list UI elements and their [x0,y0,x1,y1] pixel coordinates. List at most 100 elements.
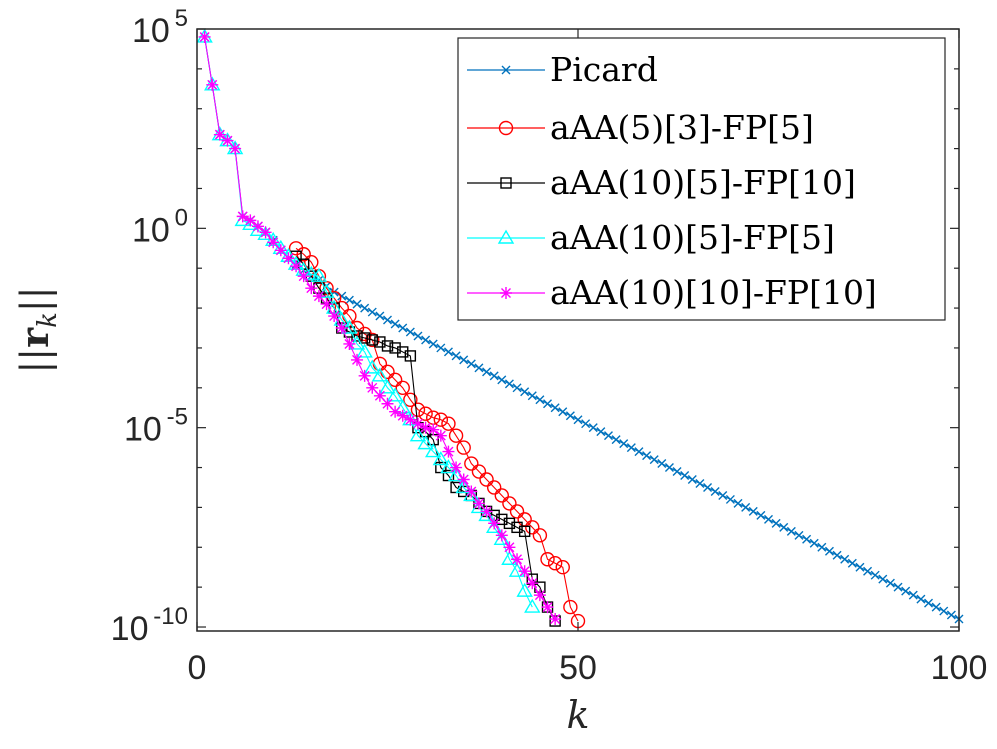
point-4-35 [465,485,478,498]
svg-text:||rk||: ||rk|| [12,286,63,373]
point-0-95 [924,598,934,608]
point-2-29 [511,521,523,534]
point-4-6 [244,214,257,227]
point-0-50 [581,419,591,429]
series-4 [198,30,562,626]
point-4-11 [282,252,295,265]
point-0-63 [680,471,690,481]
point-1-25 [479,472,494,487]
point-4-18 [335,322,348,335]
point-4-9 [267,236,280,249]
point-0-84 [840,554,850,564]
legend-label-0: Picard [550,50,658,89]
point-0-79 [802,534,812,544]
point-4-3 [221,134,234,147]
point-2-11 [374,336,386,348]
point-2-13 [389,342,401,354]
x-tick-label-0: 0 [188,649,207,687]
point-0-85 [847,558,857,568]
point-1-23 [464,456,479,471]
x-tick-label-1: 50 [559,649,597,687]
point-1-15 [403,392,418,407]
point-0-87 [863,566,873,576]
point-0-45 [543,399,553,409]
point-1-6 [334,300,349,316]
point-0-86 [855,562,865,572]
point-4-1 [206,78,219,91]
point-4-5 [236,210,249,223]
series-1 [288,241,586,629]
point-4-42 [518,565,531,578]
point-2-8 [351,330,363,342]
point-4-25 [389,405,402,418]
point-0-90 [885,578,895,588]
point-3-19 [341,319,358,334]
point-3-30 [425,443,442,458]
point-3-31 [432,451,450,466]
point-4-39 [495,529,508,542]
point-1-31 [525,520,540,535]
point-3-34 [455,479,472,494]
point-4-13 [297,270,310,283]
y-axis-label: ||rk|| [12,286,63,373]
point-0-33 [451,351,461,361]
point-4-10 [274,244,287,257]
point-0-81 [817,542,827,552]
point-4-19 [343,337,356,350]
point-0-80 [809,538,819,548]
point-2-14 [397,346,409,358]
point-0-68 [718,490,728,500]
point-0-22 [367,307,377,317]
point-0-78 [794,530,804,540]
point-1-19 [433,412,449,427]
point-0-19 [344,295,354,305]
point-4-23 [373,389,386,402]
point-0-52 [596,427,606,437]
point-0-41 [512,383,522,393]
point-3-29 [417,435,434,450]
point-4-26 [396,409,409,422]
point-2-12 [381,340,394,352]
legend-entry-1: aAA(5)[3]-FP[5] [467,108,814,147]
legend-entry-4: aAA(10)[10]-FP[10] [467,273,877,312]
point-3-20 [348,335,366,350]
point-0-82 [824,546,834,556]
point-4-22 [366,381,379,394]
point-0-66 [703,482,713,492]
point-0-28 [413,331,423,341]
point-0-88 [870,570,880,580]
point-0-97 [939,606,949,616]
legend-marker-3 [497,229,515,244]
point-1-13 [387,372,403,388]
point-4-14 [305,282,318,295]
legend-entry-0: Picard [467,50,658,89]
point-1-20 [441,416,456,431]
point-0-59 [649,455,659,465]
point-1-16 [410,402,426,417]
point-2-28 [503,517,516,530]
x-tick-label-2: 100 [931,649,988,687]
point-1-2 [304,255,319,270]
point-3-15 [310,267,328,282]
point-4-27 [404,413,417,426]
point-0-91 [893,582,903,592]
point-0-65 [695,478,705,488]
point-4-45 [541,601,554,614]
point-0-47 [558,407,568,417]
legend-label-4: aAA(10)[10]-FP[10] [550,273,877,312]
x-axis-label: k [566,693,589,737]
point-3-22 [364,359,381,374]
point-0-39 [497,375,507,385]
point-0-57 [634,447,644,457]
point-4-15 [312,290,325,303]
point-0-83 [832,550,842,560]
point-4-44 [533,589,546,602]
series-line-1 [295,247,579,622]
point-0-44 [535,395,545,405]
point-4-0 [198,30,211,43]
point-1-28 [502,496,517,511]
point-1-17 [418,406,433,421]
point-0-58 [642,451,652,461]
point-1-33 [540,552,555,567]
point-3-43 [524,598,541,613]
